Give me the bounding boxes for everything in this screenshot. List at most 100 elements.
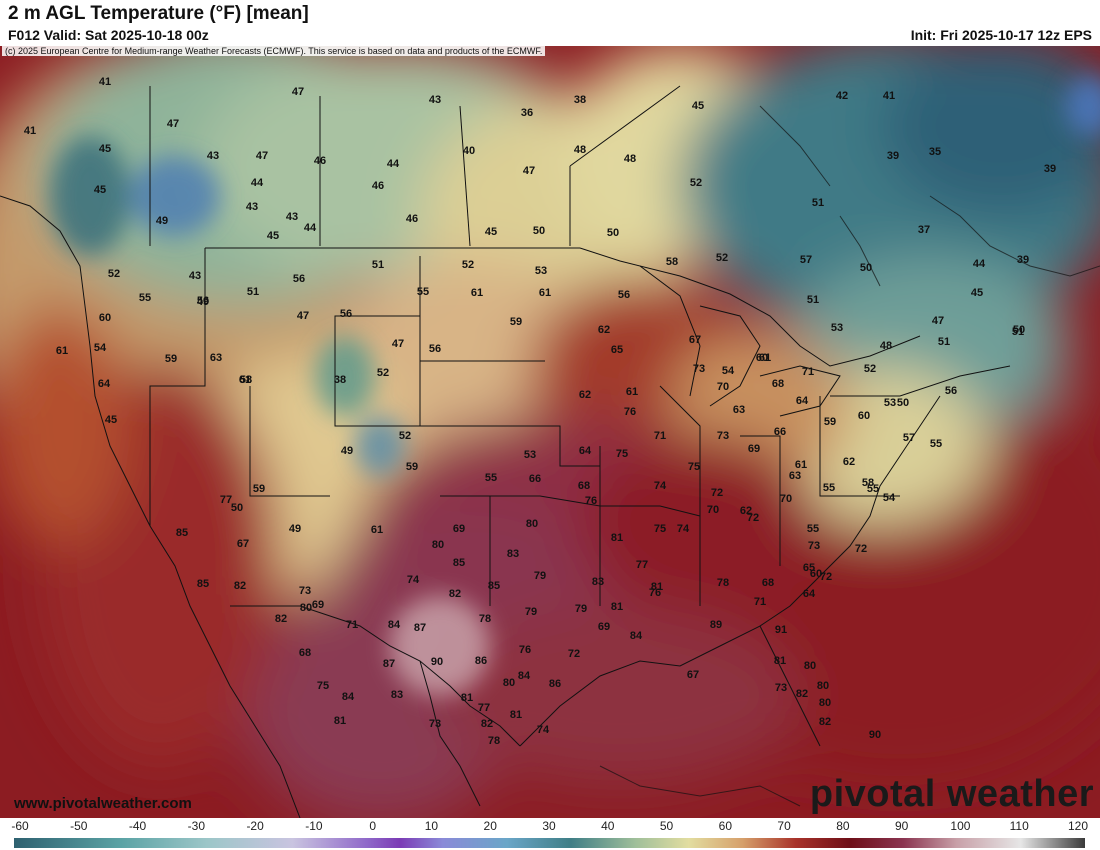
temperature-value: 69 [311,599,325,611]
temperature-value: 55 [822,482,836,494]
temperature-value: 51 [937,336,951,348]
temperature-value: 61 [758,352,772,364]
temperature-value: 79 [524,606,538,618]
temperature-value: 90 [868,729,882,741]
temperature-value: 49 [288,523,302,535]
temperature-value: 80 [818,697,832,709]
website-link[interactable]: www.pivotalweather.com [14,795,192,812]
temperature-value: 47 [255,150,269,162]
temperature-value: 50 [532,225,546,237]
temperature-value: 60 [857,410,871,422]
temperature-value: 84 [387,619,401,631]
temperature-value: 81 [460,692,474,704]
temperature-value: 41 [98,76,112,88]
temperature-value: 56 [292,273,306,285]
temperature-value: 80 [502,677,516,689]
temperature-value: 57 [799,254,813,266]
header: 2 m AGL Temperature (°F) [mean] F012 Val… [0,0,1100,46]
temperature-value: 81 [773,655,787,667]
temperature-value: 66 [528,473,542,485]
temperature-value: 49 [155,215,169,227]
colorbar-tick: 120 [1067,819,1089,833]
temperature-value: 62 [597,324,611,336]
temperature-value: 86 [548,678,562,690]
temperature-value: 75 [316,680,330,692]
temperature-map[interactable]: (c) 2025 European Centre for Medium-rang… [0,46,1100,818]
colorbar-tick: 80 [836,819,850,833]
temperature-value: 52 [715,252,729,264]
temperature-value: 52 [107,268,121,280]
temperature-value: 61 [538,287,552,299]
temperature-value: 72 [746,512,760,524]
temperature-value: 58 [861,477,875,489]
temperature-value: 46 [313,155,327,167]
temperature-value: 43 [188,270,202,282]
temperature-value: 38 [333,374,347,386]
temperature-value: 61 [370,524,384,536]
colorbar-tick: -60 [11,819,29,833]
temperature-value: 43 [285,211,299,223]
temperature-value: 56 [196,295,210,307]
temperature-value: 74 [536,724,550,736]
temperature-value: 52 [863,363,877,375]
temperature-value: 56 [617,289,631,301]
temperature-value: 78 [487,735,501,747]
temperature-value: 47 [291,86,305,98]
temperature-value: 83 [506,548,520,560]
temperature-field [0,46,1100,818]
temperature-value: 64 [795,395,809,407]
temperature-value: 55 [138,292,152,304]
temperature-value: 83 [591,576,605,588]
temperature-value: 55 [806,523,820,535]
temperature-value: 64 [802,588,816,600]
temperature-value: 45 [104,414,118,426]
temperature-value: 60 [755,352,769,364]
temperature-value: 81 [610,532,624,544]
temperature-value: 45 [484,226,498,238]
temperature-value: 47 [296,310,310,322]
temperature-value: 50 [896,397,910,409]
temperature-value: 41 [882,90,896,102]
temperature-value: 57 [902,432,916,444]
temperature-value: 80 [525,518,539,530]
temperature-value: 61 [238,374,252,386]
temperature-value: 73 [692,363,706,375]
temperature-value: 50 [1012,324,1026,336]
temperature-value: 53 [534,265,548,277]
temperature-value: 76 [648,587,662,599]
temperature-value: 72 [710,487,724,499]
temperature-value: 44 [250,177,264,189]
temperature-value: 69 [747,443,761,455]
temperature-value: 51 [811,197,825,209]
colorbar-tick: -40 [128,819,147,833]
temperature-value: 73 [774,682,788,694]
temperature-value: 42 [835,90,849,102]
temperature-value: 71 [753,596,767,608]
temperature-value: 39 [1043,163,1057,175]
temperature-value: 82 [448,588,462,600]
temperature-value: 56 [428,343,442,355]
temperature-value: 80 [816,680,830,692]
temperature-value: 47 [391,338,405,350]
map-title: 2 m AGL Temperature (°F) [mean] [8,3,309,24]
temperature-value: 79 [574,603,588,615]
temperature-value: 61 [55,345,69,357]
temperature-value: 37 [917,224,931,236]
colorbar-tick: 110 [1009,819,1029,833]
temperature-value: 72 [567,648,581,660]
temperature-value: 84 [517,670,531,682]
temperature-value: 51 [1011,326,1025,338]
temperature-value: 53 [523,449,537,461]
temperature-value: 68 [761,577,775,589]
temperature-value: 52 [376,367,390,379]
temperature-value: 40 [462,145,476,157]
temperature-value: 56 [944,385,958,397]
temperature-value: 66 [773,426,787,438]
temperature-value: 55 [929,438,943,450]
temperature-value: 85 [196,578,210,590]
temperature-value: 82 [233,580,247,592]
colorbar-tick: 10 [424,819,439,833]
temperature-value: 62 [739,505,753,517]
temperature-value: 52 [461,259,475,271]
temperature-value: 67 [686,669,700,681]
